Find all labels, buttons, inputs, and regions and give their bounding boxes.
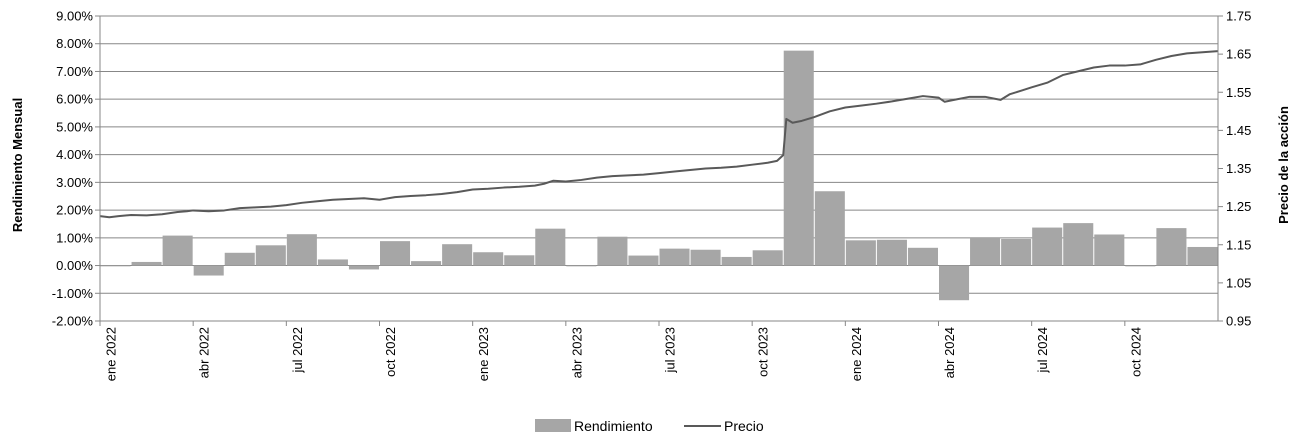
right-tick-label: 1.15 xyxy=(1226,237,1251,252)
bar-rendimiento xyxy=(721,256,752,266)
bar-rendimiento xyxy=(690,249,721,266)
right-tick-label: 1.35 xyxy=(1226,161,1251,176)
bar-rendimiento xyxy=(442,244,473,266)
bar-rendimiento xyxy=(193,265,224,276)
legend-label-rendimiento: Rendimiento xyxy=(574,418,653,434)
bar-rendimiento xyxy=(100,265,131,267)
bar-rendimiento xyxy=(1001,238,1032,266)
right-tick-label: 1.75 xyxy=(1226,9,1251,24)
x-tick-label: abr 2024 xyxy=(942,327,957,378)
left-tick-label: 6.00% xyxy=(56,92,93,107)
tick-labels: -2.00% -1.00% 0.00% 1.00% 2.00% 3.00% 4.00% 5.0… xyxy=(52,9,1252,382)
right-tick-label: 1.25 xyxy=(1226,199,1251,214)
left-tick-label: 0.00% xyxy=(56,258,93,273)
axes xyxy=(95,15,1223,326)
bar-rendimiento xyxy=(255,245,286,266)
right-tick-label: 1.65 xyxy=(1226,47,1251,62)
left-tick-label: 2.00% xyxy=(56,203,93,218)
bar-rendimiento xyxy=(411,261,442,266)
bar-rendimiento xyxy=(1125,265,1156,267)
x-tick-label: ene 2024 xyxy=(849,327,864,381)
x-tick-label: oct 2022 xyxy=(383,327,398,377)
right-tick-label: 1.45 xyxy=(1226,123,1251,138)
bar-rendimiento xyxy=(845,240,876,266)
x-tick-label: oct 2023 xyxy=(756,327,771,377)
bar-rendimiento xyxy=(752,250,783,266)
bar-rendimiento xyxy=(1063,223,1094,266)
left-tick-label: 1.00% xyxy=(56,230,93,245)
x-tick-label: oct 2024 xyxy=(1128,327,1143,377)
bar-rendimiento xyxy=(473,252,504,266)
bar-rendimiento xyxy=(317,259,348,266)
right-axis-title: Precio de la acción xyxy=(1276,106,1291,224)
left-tick-label: 5.00% xyxy=(56,119,93,134)
x-tick-label: jul 2023 xyxy=(663,327,678,374)
legend: Rendimiento Precio xyxy=(535,418,764,434)
bar-series xyxy=(100,50,1218,301)
left-tick-label: -2.00% xyxy=(52,314,94,329)
left-tick-label: 3.00% xyxy=(56,175,93,190)
bar-rendimiento xyxy=(566,265,597,267)
bar-rendimiento xyxy=(224,252,255,266)
bar-rendimiento xyxy=(628,255,659,266)
x-tick-label: ene 2023 xyxy=(476,327,491,381)
bar-rendimiento xyxy=(1187,246,1218,266)
right-tick-label: 0.95 xyxy=(1226,314,1251,329)
left-tick-label: 8.00% xyxy=(56,36,93,51)
grid-lines xyxy=(100,15,1218,322)
bar-rendimiento xyxy=(131,261,162,266)
bar-rendimiento xyxy=(1032,227,1063,266)
bar-rendimiento xyxy=(907,247,938,266)
line-precio xyxy=(99,50,1219,219)
left-tick-label: 7.00% xyxy=(56,64,93,79)
bar-rendimiento xyxy=(876,239,907,266)
x-tick-label: abr 2022 xyxy=(197,327,212,378)
bar-rendimiento xyxy=(504,255,535,266)
left-tick-label: 4.00% xyxy=(56,147,93,162)
bar-rendimiento xyxy=(783,50,814,266)
bar-rendimiento xyxy=(162,235,193,266)
x-tick-label: ene 2022 xyxy=(104,327,119,381)
legend-label-precio: Precio xyxy=(724,418,764,434)
bar-rendimiento xyxy=(1094,234,1125,266)
bar-rendimiento xyxy=(535,228,566,266)
bar-rendimiento xyxy=(939,265,970,301)
bar-rendimiento xyxy=(380,241,411,266)
x-tick-label: jul 2024 xyxy=(1035,327,1050,374)
right-tick-label: 1.55 xyxy=(1226,85,1251,100)
left-tick-label: 9.00% xyxy=(56,9,93,24)
bar-rendimiento xyxy=(286,234,317,266)
left-axis-title: Rendimiento Mensual xyxy=(10,98,25,232)
left-tick-label: -1.00% xyxy=(52,286,94,301)
bar-rendimiento xyxy=(659,248,690,266)
right-tick-label: 1.05 xyxy=(1226,275,1251,290)
x-tick-label: jul 2022 xyxy=(290,327,305,374)
bar-rendimiento xyxy=(597,236,628,266)
bar-rendimiento xyxy=(348,265,379,270)
bar-rendimiento xyxy=(970,238,1001,266)
bar-rendimiento xyxy=(1156,228,1187,266)
line-series xyxy=(99,50,1219,219)
x-tick-label: abr 2023 xyxy=(569,327,584,378)
legend-bar-swatch xyxy=(535,419,571,432)
bar-rendimiento xyxy=(814,191,845,266)
